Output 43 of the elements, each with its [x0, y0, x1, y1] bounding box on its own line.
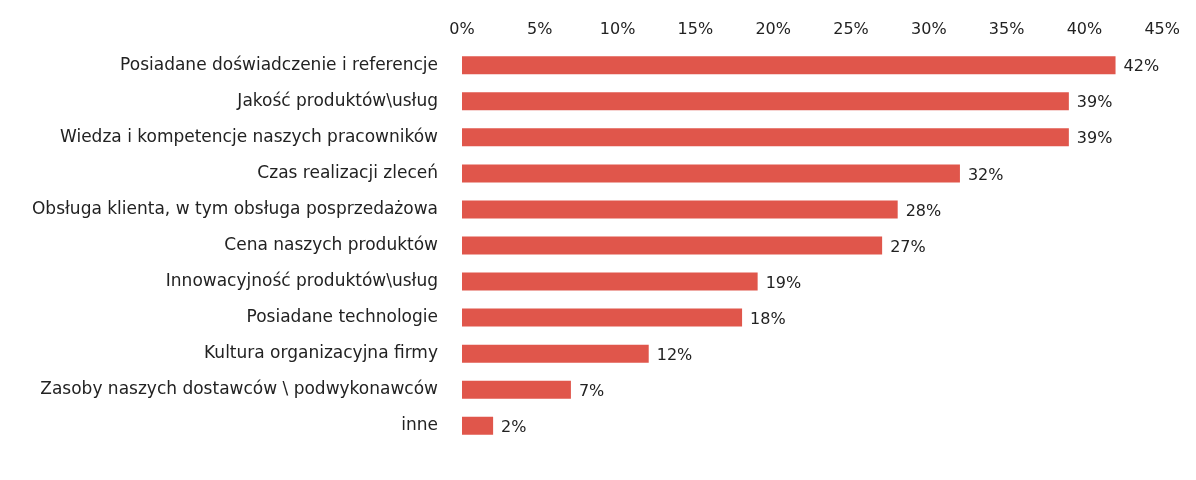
x-tick-label: 30%: [911, 18, 947, 38]
data-label: 32%: [967, 164, 1004, 184]
x-tick-label: 0%: [449, 18, 475, 38]
data-label: 2%: [501, 416, 527, 436]
y-tick-label: Obsługa klienta, w tym obsługa posprzedażowa: [31, 197, 438, 218]
bar: [461, 308, 743, 327]
bar: [461, 272, 758, 291]
x-tick-label: 5%: [527, 18, 553, 38]
data-label: 12%: [656, 344, 693, 364]
data-label: 42%: [1123, 56, 1160, 76]
x-tick-label: 10%: [599, 18, 636, 38]
bar: [461, 164, 960, 183]
y-tick-label: Innowacyjność produktów\usług: [165, 269, 438, 290]
x-tick-label: 35%: [988, 18, 1025, 38]
bar: [461, 416, 494, 435]
y-tick-label: Czas realizacji zleceń: [257, 161, 438, 182]
y-tick-label: Posiadane doświadczenie i referencje: [120, 53, 438, 74]
y-tick-label: Jakość produktów\usług: [236, 89, 438, 110]
y-tick-label: Cena naszych produktów: [224, 233, 439, 254]
x-tick-label: 20%: [755, 18, 791, 38]
y-tick-label: Posiadane technologie: [246, 306, 438, 327]
y-tick-label: Zasoby naszych dostawców \ podwykonawców: [40, 378, 439, 399]
x-tick-label: 40%: [1066, 18, 1103, 38]
bar: [461, 92, 1069, 111]
data-label: 28%: [905, 200, 942, 220]
data-label: 27%: [890, 236, 926, 256]
data-label: 19%: [765, 272, 802, 292]
bar: [461, 380, 571, 399]
bar: [461, 200, 898, 219]
x-tick-label: 25%: [833, 18, 869, 38]
bar: [461, 128, 1069, 147]
bar: [461, 56, 1116, 75]
data-label: 7%: [578, 380, 605, 400]
bar: [461, 236, 883, 255]
y-tick-label: Wiedza i kompetencje naszych pracowników: [59, 125, 439, 146]
data-label: 18%: [750, 308, 786, 328]
x-tick-label: 45%: [1144, 18, 1180, 38]
data-label: 39%: [1076, 92, 1113, 112]
x-tick-label: 15%: [677, 18, 714, 38]
data-label: 39%: [1076, 128, 1113, 148]
y-tick-label: Kultura organizacyjna firmy: [204, 342, 438, 363]
y-tick-label: inne: [401, 414, 438, 435]
bar: [461, 344, 649, 363]
